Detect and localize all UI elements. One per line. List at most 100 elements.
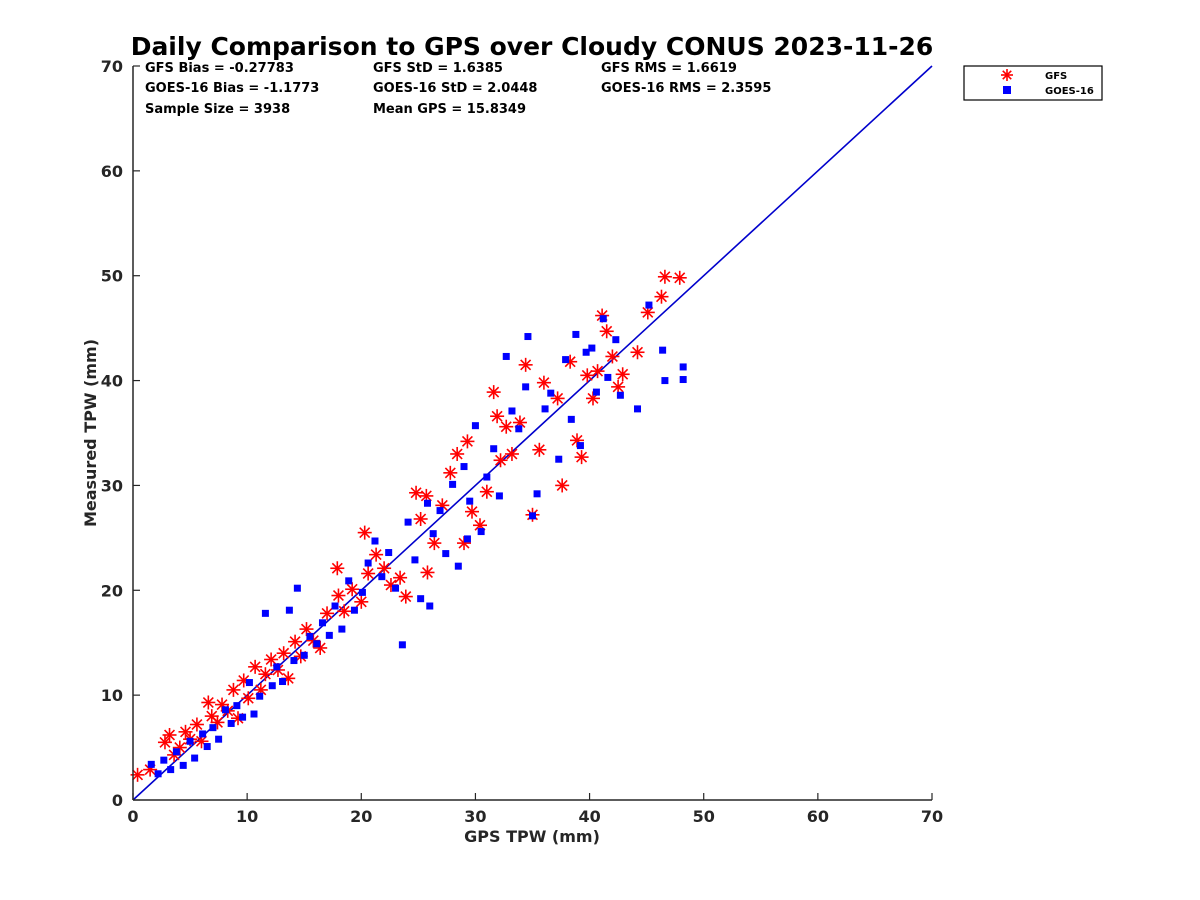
legend-gfs-marker [1001, 69, 1013, 81]
legend: GFS GOES-16 [963, 65, 1103, 101]
gfs-point [157, 735, 172, 750]
goes16-point [604, 373, 612, 381]
goes16-point [541, 405, 549, 413]
legend-goes16-label: GOES-16 [1045, 86, 1094, 97]
goes16-point [179, 761, 187, 769]
gfs-point [640, 305, 655, 320]
x-tick-label: 20 [350, 807, 372, 826]
gfs-point [276, 646, 291, 661]
goes16-point [612, 336, 620, 344]
goes16-point [460, 463, 468, 471]
goes16-point [221, 706, 229, 714]
goes16-point [463, 535, 471, 543]
stat-goes16-std: GOES-16 StD = 2.0448 [373, 81, 537, 96]
gfs-point [330, 561, 345, 576]
goes16-point [378, 573, 386, 581]
goes16-point [567, 415, 575, 423]
goes16-point [634, 405, 642, 413]
goes16-point [659, 346, 667, 354]
x-axis-label: GPS TPW (mm) [464, 827, 600, 846]
goes16-point [273, 663, 281, 671]
gfs-point [611, 379, 626, 394]
y-tick-label: 10 [101, 686, 123, 705]
gfs-point [258, 667, 273, 682]
gfs-point [337, 604, 352, 619]
stat-gfs-rms: GFS RMS = 1.6619 [601, 61, 737, 76]
y-axis-label: Measured TPW (mm) [81, 339, 100, 527]
x-axis-ticks: 0 10 20 30 40 50 60 70 [127, 793, 943, 826]
goes16-point [256, 692, 264, 700]
goes16-point [331, 602, 339, 610]
goes16-point [313, 640, 321, 648]
gfs-point [580, 368, 595, 383]
goes16-point [338, 625, 346, 633]
goes16-point [411, 556, 419, 564]
gfs-point [654, 289, 669, 304]
gfs-point [345, 582, 360, 597]
gfs-point [413, 511, 428, 526]
gfs-point [393, 570, 408, 585]
gfs-point [320, 606, 335, 621]
x-tick-label: 30 [464, 807, 486, 826]
goes16-point [471, 422, 479, 430]
goes16-point [502, 352, 510, 360]
legend-gfs-asterisk [1001, 69, 1013, 81]
goes16-point [661, 377, 669, 385]
gfs-point [178, 724, 193, 739]
goes16-point [588, 344, 596, 352]
goes16-point [233, 702, 241, 710]
gfs-point [427, 536, 442, 551]
gfs-point [226, 682, 241, 697]
goes16-point [285, 606, 293, 614]
gfs-point [599, 324, 614, 339]
goes16-point [515, 425, 523, 433]
legend-box [963, 65, 1103, 101]
goes16-point [245, 679, 253, 687]
goes16-point [466, 497, 474, 505]
goes16-point [290, 657, 298, 665]
x-tick-label: 50 [693, 807, 715, 826]
goes16-point [576, 442, 584, 450]
stat-sample-size: Sample Size = 3938 [145, 102, 290, 117]
goes16-point [423, 499, 431, 507]
x-tick-label: 10 [236, 807, 258, 826]
stat-goes16-rms: GOES-16 RMS = 2.3595 [601, 81, 771, 96]
gfs-point [518, 357, 533, 372]
goes16-point [199, 730, 207, 738]
goes16-point [572, 330, 580, 338]
gfs-point [615, 367, 630, 382]
y-tick-label: 40 [101, 372, 123, 391]
goes16-point [279, 678, 287, 686]
goes16-point [679, 363, 687, 371]
goes16-point [508, 407, 516, 415]
gfs-point [248, 659, 263, 674]
goes16-point [547, 389, 555, 397]
goes16-point [345, 577, 353, 585]
goes16-point [172, 748, 180, 756]
gfs-point [241, 691, 256, 706]
gfs-point [354, 594, 369, 609]
goes16-point [495, 492, 503, 500]
goes16-point [191, 754, 199, 762]
chart-title: Daily Comparison to GPS over Cloudy CONU… [131, 32, 934, 61]
goes16-point [261, 609, 269, 617]
gfs-point [409, 485, 424, 500]
gfs-point [398, 589, 413, 604]
goes16-point [306, 632, 314, 640]
statistics-block: GFS Bias = -0.27783 GFS StD = 1.6385 GFS… [145, 61, 771, 117]
gfs-point [555, 478, 570, 493]
gfs-point [532, 442, 547, 457]
goes16-point [250, 710, 258, 718]
gfs-point [590, 364, 605, 379]
goes16-point [442, 550, 450, 558]
gfs-point [369, 547, 384, 562]
gfs-point [357, 525, 372, 540]
goes16-point [325, 631, 333, 639]
gfs-point [504, 446, 519, 461]
y-tick-label: 30 [101, 476, 123, 495]
stat-gfs-bias: GFS Bias = -0.27783 [145, 61, 294, 76]
goes16-point [167, 766, 175, 774]
goes16-point [364, 559, 372, 567]
goes16-point [592, 388, 600, 396]
